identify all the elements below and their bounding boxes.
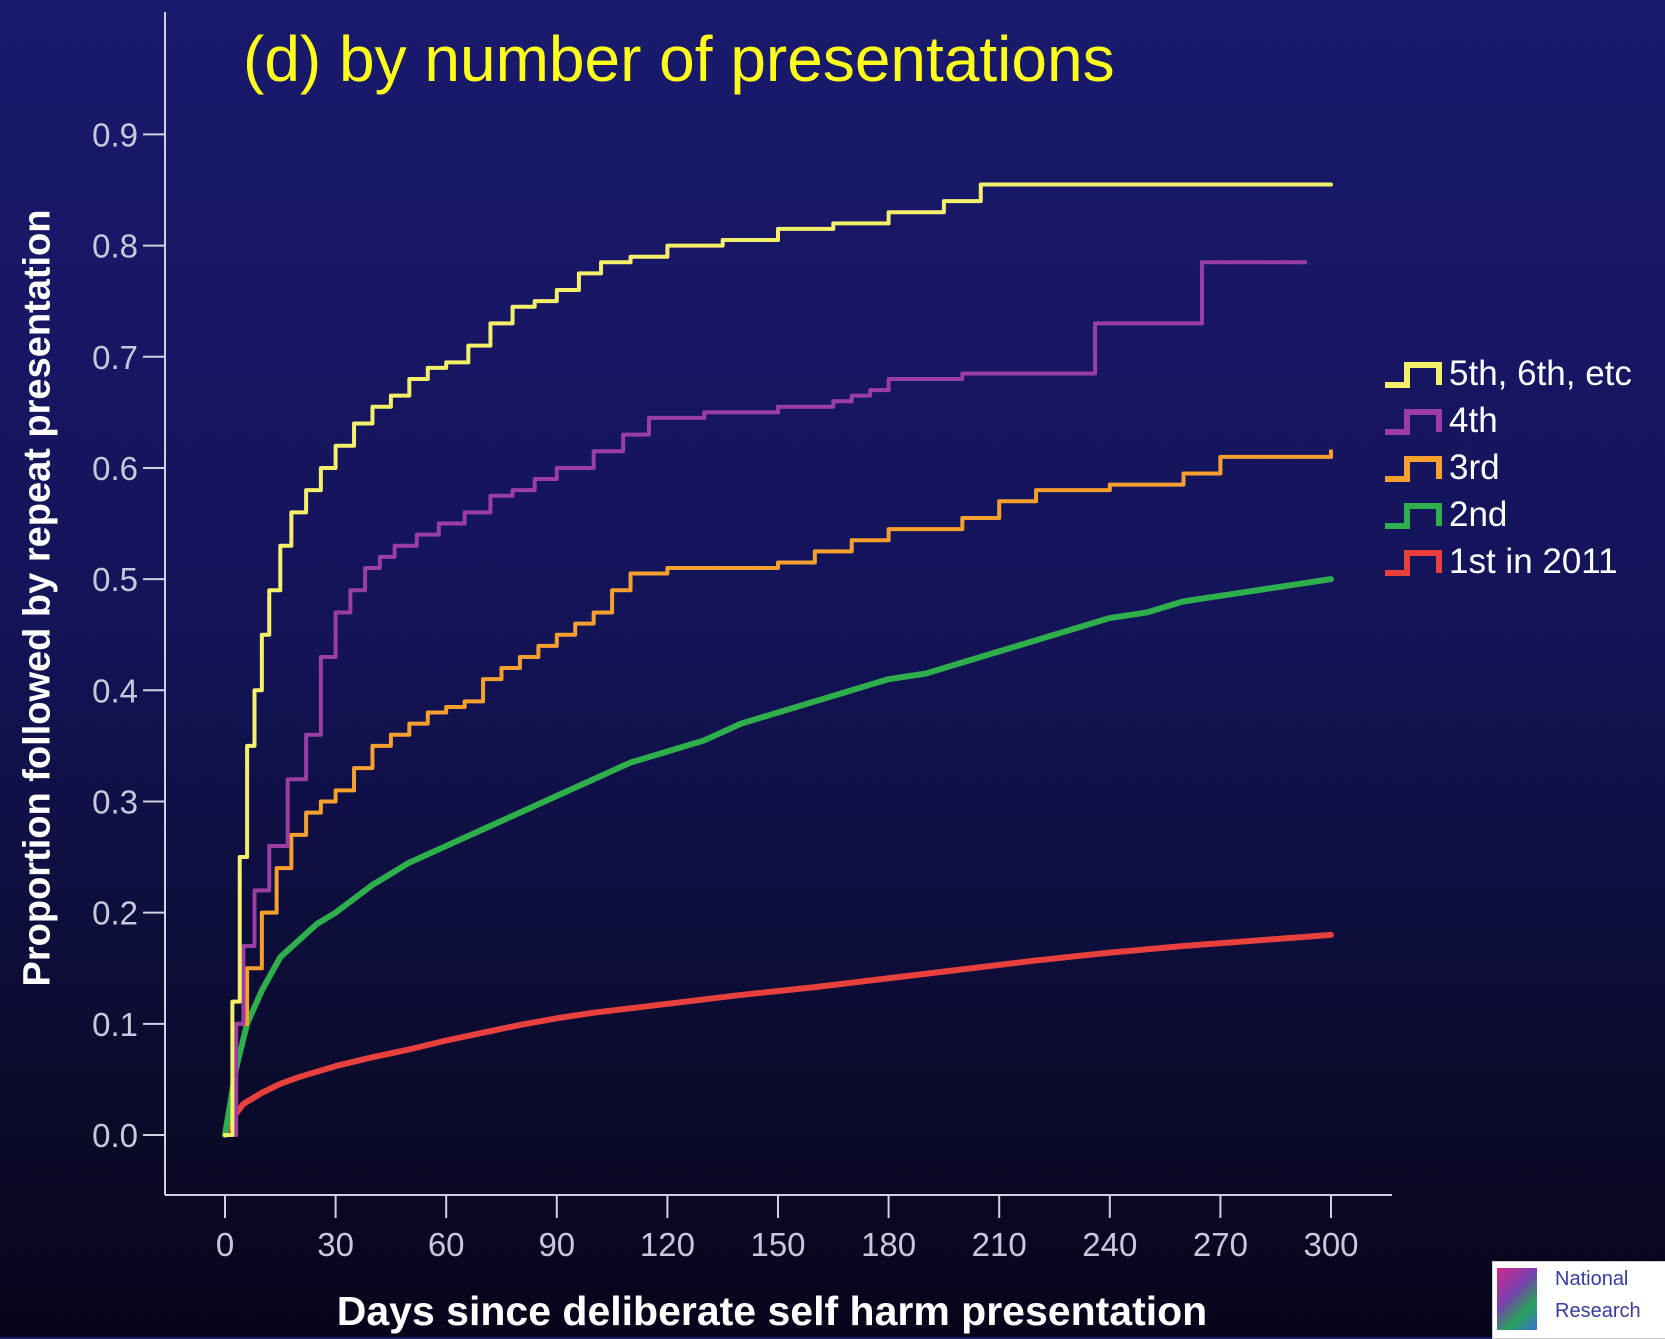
x-tick-label: 120 [640,1226,695,1263]
legend: 5th, 6th, etc 4th 3rd 2nd 1st in 2011 [1383,350,1632,585]
y-tick-label: 0.7 [92,339,138,376]
series-line-4th [223,260,1308,1137]
legend-swatch-icon [1385,361,1442,388]
x-tick-label: 180 [861,1226,916,1263]
logo-mark-icon [1497,1268,1537,1330]
y-tick-label: 0.3 [92,783,138,820]
x-tick-label: 300 [1303,1226,1358,1263]
y-tick-label: 0.8 [92,228,138,265]
y-tick-label: 0.6 [92,450,138,487]
series-line-3rd [223,449,1333,1137]
legend-label: 3rd [1449,447,1500,487]
legend-item: 3rd [1383,444,1632,491]
legend-label: 2nd [1449,494,1508,534]
legend-label: 4th [1449,400,1498,440]
series-line-5th-6th-etc [223,182,1333,1137]
x-tick-label: 240 [1082,1226,1137,1263]
x-tick-label: 60 [428,1226,465,1263]
logo-text-line2: Research [1555,1300,1641,1322]
legend-item: 1st in 2011 [1383,538,1632,585]
legend-item: 4th [1383,397,1632,444]
x-tick-label: 0 [216,1226,234,1263]
y-tick-label: 0.1 [92,1006,138,1043]
x-tick-label: 150 [750,1226,805,1263]
y-tick-label: 0.5 [92,561,138,598]
organization-logo: National Research [1492,1261,1665,1339]
chart-title: (d) by number of presentations [243,23,1115,95]
y-tick-label: 0.9 [92,116,138,153]
legend-label: 1st in 2011 [1449,541,1618,581]
y-tick-label: 0.4 [92,672,138,709]
x-axis-label: Days since deliberate self harm presenta… [336,1288,1208,1334]
x-tick-label: 90 [538,1226,575,1263]
series-line-1st-in-2011 [222,931,1334,1138]
legend-swatch-icon [1385,549,1442,576]
y-tick-label: 0.0 [92,1117,138,1154]
series-line-2nd [222,576,1334,1138]
legend-swatch-icon [1385,408,1442,435]
legend-swatch-icon [1385,502,1442,529]
x-tick-label: 30 [317,1226,354,1263]
legend-label: 5th, 6th, etc [1449,353,1632,393]
x-tick-label: 210 [972,1226,1027,1263]
y-tick-label: 0.2 [92,895,138,932]
legend-item: 5th, 6th, etc [1383,350,1632,397]
logo-text-line1: National [1555,1268,1629,1290]
legend-swatch-icon [1385,455,1442,482]
legend-item: 2nd [1383,491,1632,538]
x-tick-label: 270 [1193,1226,1248,1263]
